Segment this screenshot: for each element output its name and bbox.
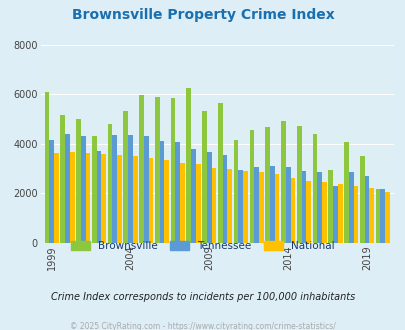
Bar	[128, 135, 132, 243]
Bar	[375, 189, 379, 243]
Bar	[132, 156, 137, 243]
Bar	[290, 178, 294, 243]
Bar	[81, 136, 85, 243]
Bar	[70, 152, 75, 243]
Bar	[233, 140, 238, 243]
Bar	[305, 181, 310, 243]
Bar	[92, 136, 96, 243]
Bar	[123, 112, 128, 243]
Bar	[321, 182, 326, 243]
Bar	[254, 167, 258, 243]
Bar	[143, 136, 148, 243]
Bar	[49, 140, 54, 243]
Bar	[207, 152, 211, 243]
Bar	[348, 172, 353, 243]
Bar	[202, 112, 207, 243]
Bar	[186, 88, 191, 243]
Bar	[101, 154, 106, 243]
Bar	[45, 91, 49, 243]
Bar	[164, 160, 169, 243]
Bar	[117, 155, 121, 243]
Bar	[285, 167, 290, 243]
Bar	[170, 98, 175, 243]
Bar	[359, 156, 364, 243]
Bar	[264, 127, 269, 243]
Bar	[139, 95, 143, 243]
Bar	[384, 192, 389, 243]
Text: © 2025 CityRating.com - https://www.cityrating.com/crime-statistics/: © 2025 CityRating.com - https://www.city…	[70, 322, 335, 330]
Bar	[274, 175, 279, 243]
Bar	[112, 135, 117, 243]
Bar	[337, 184, 342, 243]
Bar	[249, 130, 254, 243]
Bar	[85, 153, 90, 243]
Bar	[60, 115, 65, 243]
Bar	[191, 148, 196, 243]
Bar	[312, 134, 317, 243]
Bar	[107, 124, 112, 243]
Bar	[317, 172, 321, 243]
Bar	[364, 176, 369, 243]
Bar	[159, 141, 164, 243]
Bar	[332, 185, 337, 243]
Bar	[155, 97, 159, 243]
Bar	[227, 169, 232, 243]
Bar	[280, 121, 285, 243]
Bar	[96, 151, 101, 243]
Bar	[54, 153, 59, 243]
Text: Crime Index corresponds to incidents per 100,000 inhabitants: Crime Index corresponds to incidents per…	[51, 292, 354, 302]
Legend: Brownsville, Tennessee, National: Brownsville, Tennessee, National	[67, 237, 338, 255]
Bar	[196, 164, 200, 243]
Bar	[379, 189, 384, 243]
Bar	[369, 188, 373, 243]
Bar	[148, 158, 153, 243]
Bar	[222, 155, 227, 243]
Bar	[180, 163, 184, 243]
Bar	[76, 119, 81, 243]
Bar	[258, 172, 263, 243]
Bar	[353, 185, 358, 243]
Bar	[243, 171, 247, 243]
Bar	[269, 166, 274, 243]
Bar	[343, 142, 348, 243]
Bar	[238, 170, 243, 243]
Bar	[211, 168, 216, 243]
Bar	[217, 103, 222, 243]
Bar	[65, 134, 70, 243]
Text: Brownsville Property Crime Index: Brownsville Property Crime Index	[71, 8, 334, 22]
Bar	[328, 170, 332, 243]
Bar	[175, 142, 180, 243]
Bar	[301, 171, 305, 243]
Bar	[296, 126, 301, 243]
